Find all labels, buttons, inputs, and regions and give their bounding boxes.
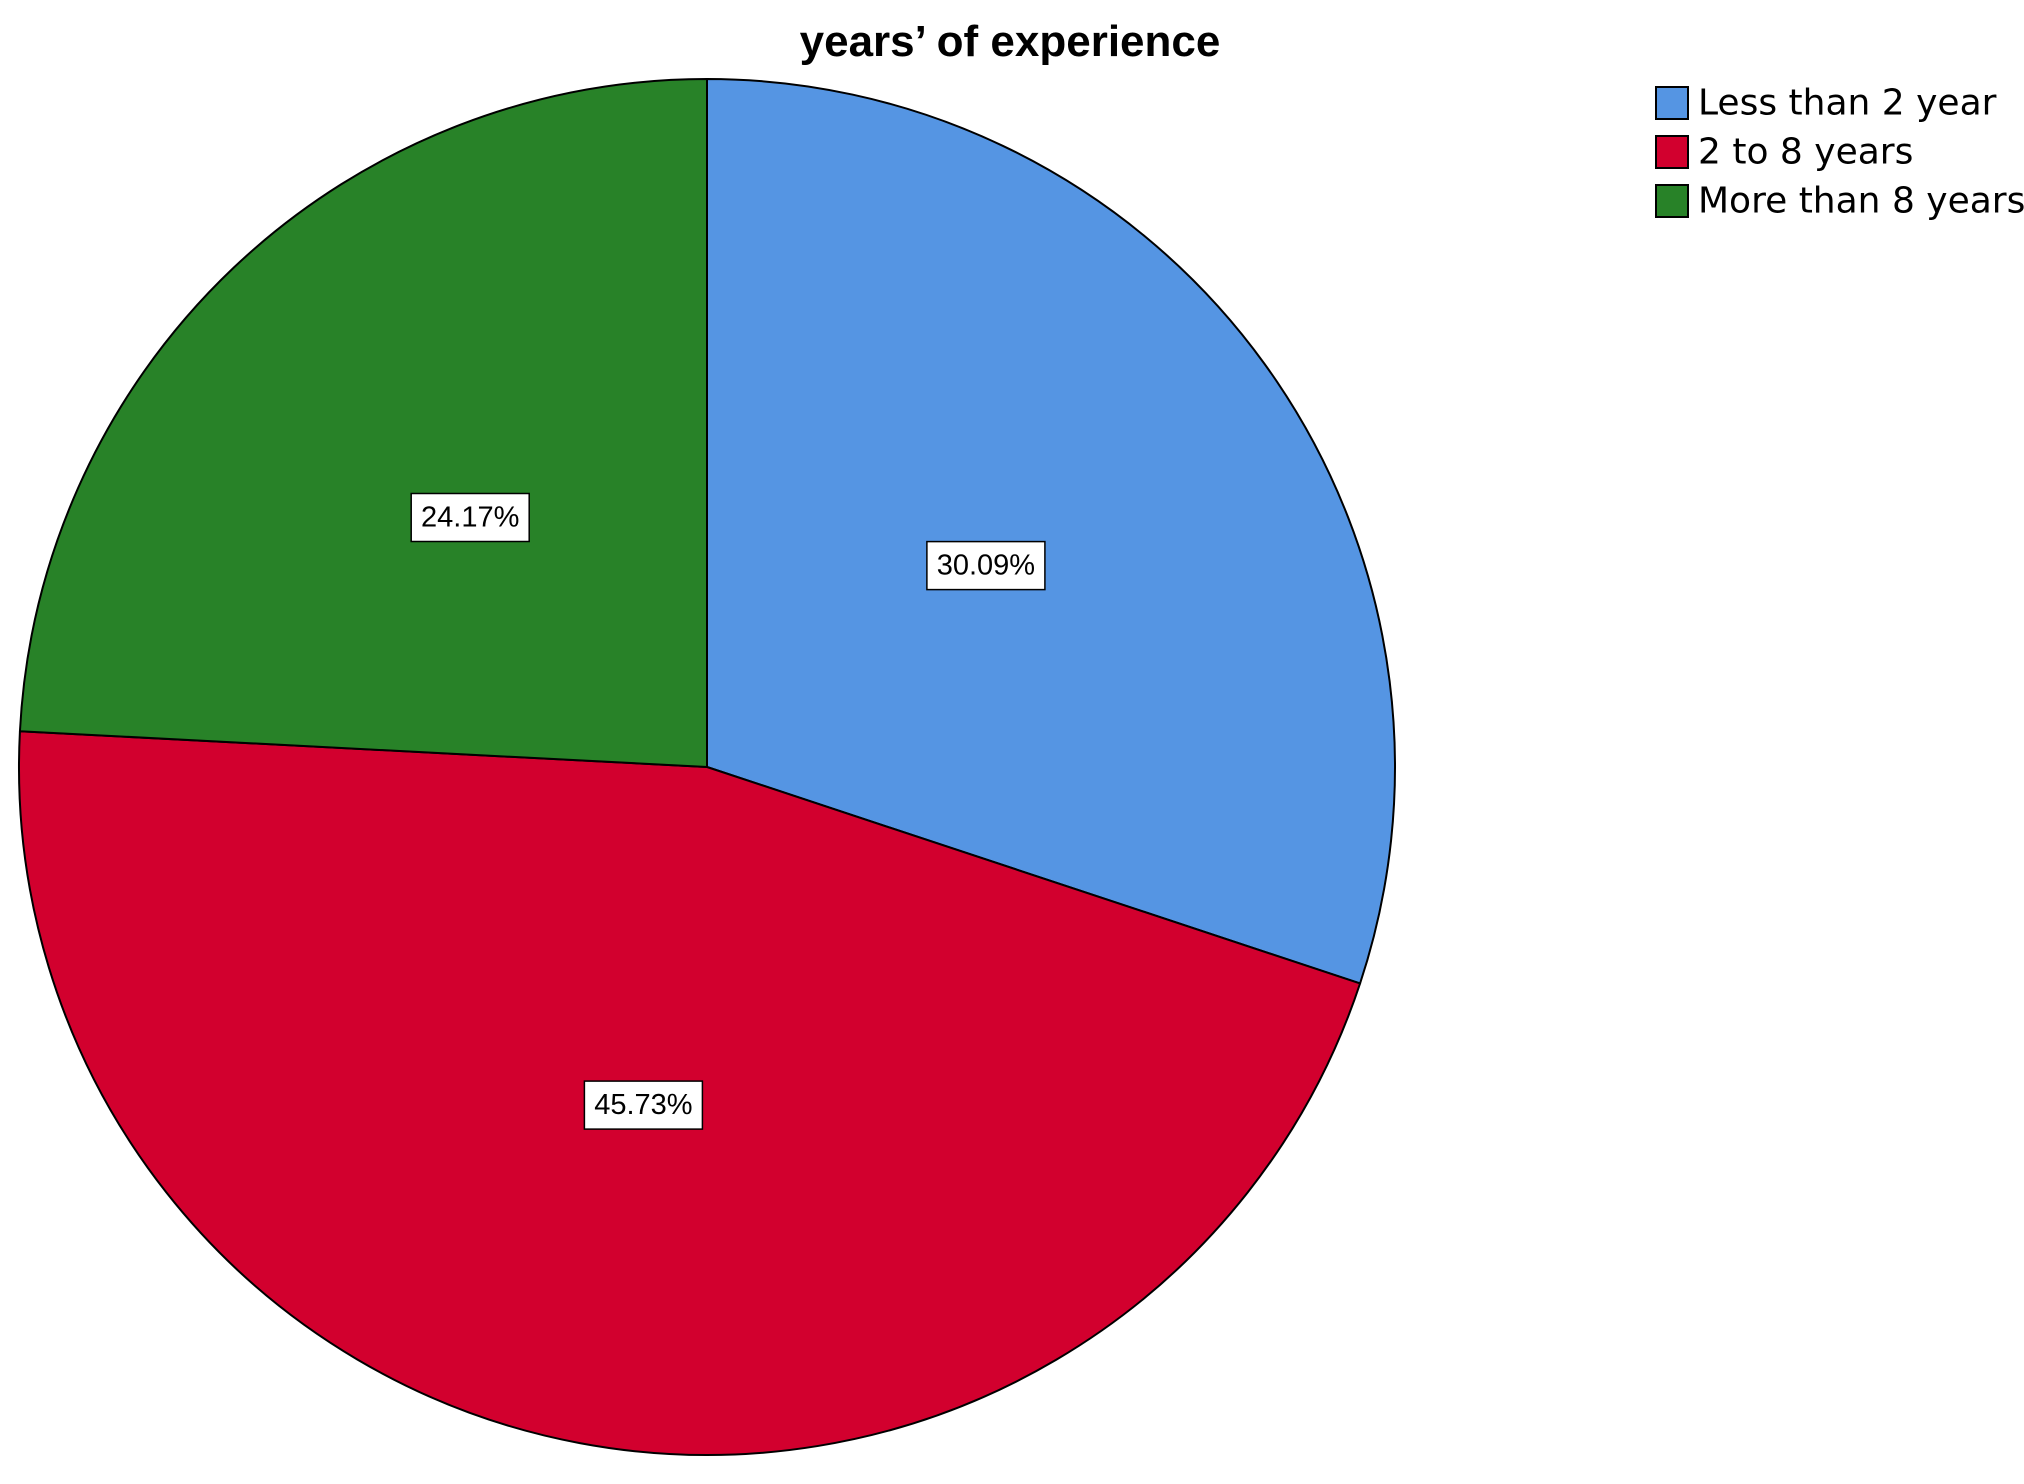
data-label-2-to-8-years: 45.73% (583, 1080, 704, 1130)
legend-label: 2 to 8 years (1698, 132, 1913, 173)
legend-label: More than 8 years (1698, 181, 2024, 222)
data-label-more-than-8-years: 24.17% (410, 492, 530, 543)
data-label-box (926, 540, 1046, 591)
data-label-text: 24.17% (421, 502, 519, 534)
legend-label: Less than 2 year (1698, 83, 1997, 124)
legend-item-more-than-8-years: More than 8 years (1655, 181, 2024, 222)
legend-swatch (1655, 135, 1689, 169)
data-label-less-than-2-year: 30.09% (926, 540, 1046, 591)
legend-swatch (1655, 86, 1689, 120)
pie-slice-less-than-2-year (706, 78, 1396, 985)
chart-title: years’ of experience (800, 17, 1221, 66)
data-label-box (583, 1080, 704, 1130)
data-label-text: 45.73% (594, 1089, 692, 1121)
data-labels: 30.09% 45.73% 24.17% (410, 492, 1046, 1130)
legend-item-2-to-8-years: 2 to 8 years (1655, 132, 1913, 173)
data-label-text: 30.09% (937, 550, 1035, 582)
legend-swatch (1655, 184, 1689, 218)
pie-slice-more-than-8-years (18, 78, 708, 768)
legend-item-less-than-2-year: Less than 2 year (1655, 83, 1997, 124)
data-label-box (410, 492, 530, 543)
pie-slices (18, 78, 1396, 1456)
legend: Less than 2 year 2 to 8 years More than 8 … (1655, 83, 2024, 222)
